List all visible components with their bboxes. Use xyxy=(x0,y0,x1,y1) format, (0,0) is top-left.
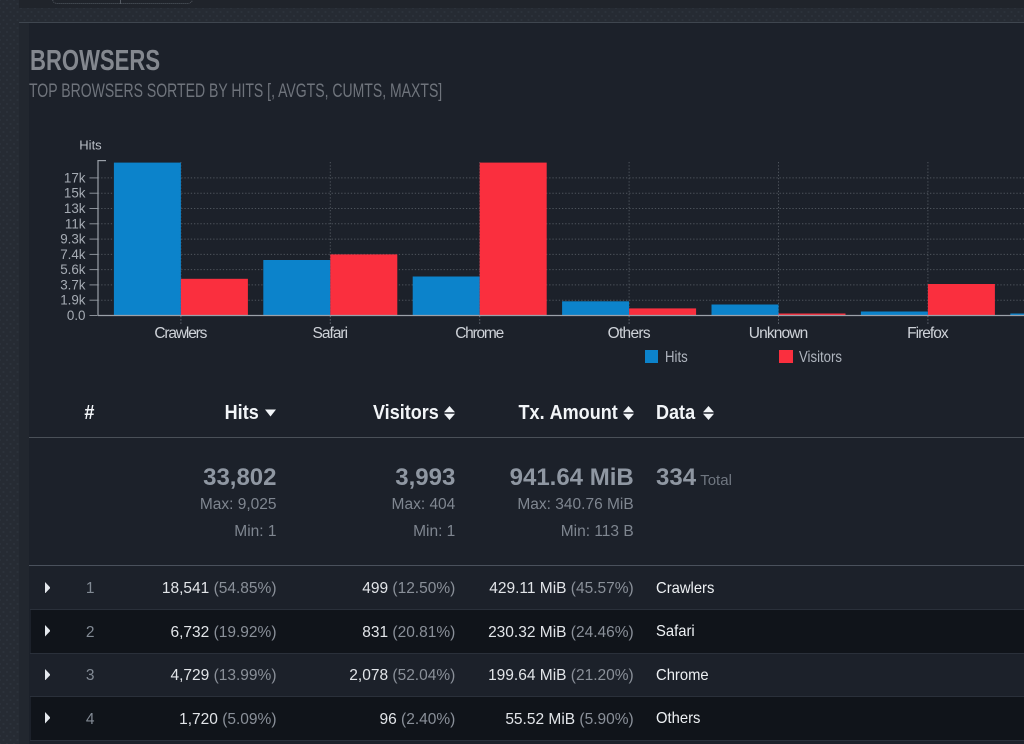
svg-text:17k: 17k xyxy=(64,170,86,185)
svg-text:Safari: Safari xyxy=(313,325,349,342)
svg-text:Unknown: Unknown xyxy=(749,325,809,342)
svg-text:Crawlers: Crawlers xyxy=(154,325,207,342)
svg-text:Chrome: Chrome xyxy=(455,325,504,342)
svg-text:15k: 15k xyxy=(64,186,86,201)
svg-text:1.9k: 1.9k xyxy=(60,293,86,308)
svg-text:Firefox: Firefox xyxy=(907,325,949,342)
svg-text:Hits: Hits xyxy=(79,138,102,153)
svg-text:7.4k: 7.4k xyxy=(60,247,86,262)
svg-text:13k: 13k xyxy=(64,201,86,216)
svg-text:5.6k: 5.6k xyxy=(60,262,86,277)
svg-text:3.7k: 3.7k xyxy=(60,277,86,292)
svg-text:11k: 11k xyxy=(65,216,86,231)
svg-text:0.0: 0.0 xyxy=(67,308,86,323)
svg-text:Others: Others xyxy=(608,325,651,342)
svg-text:9.3k: 9.3k xyxy=(60,232,86,247)
